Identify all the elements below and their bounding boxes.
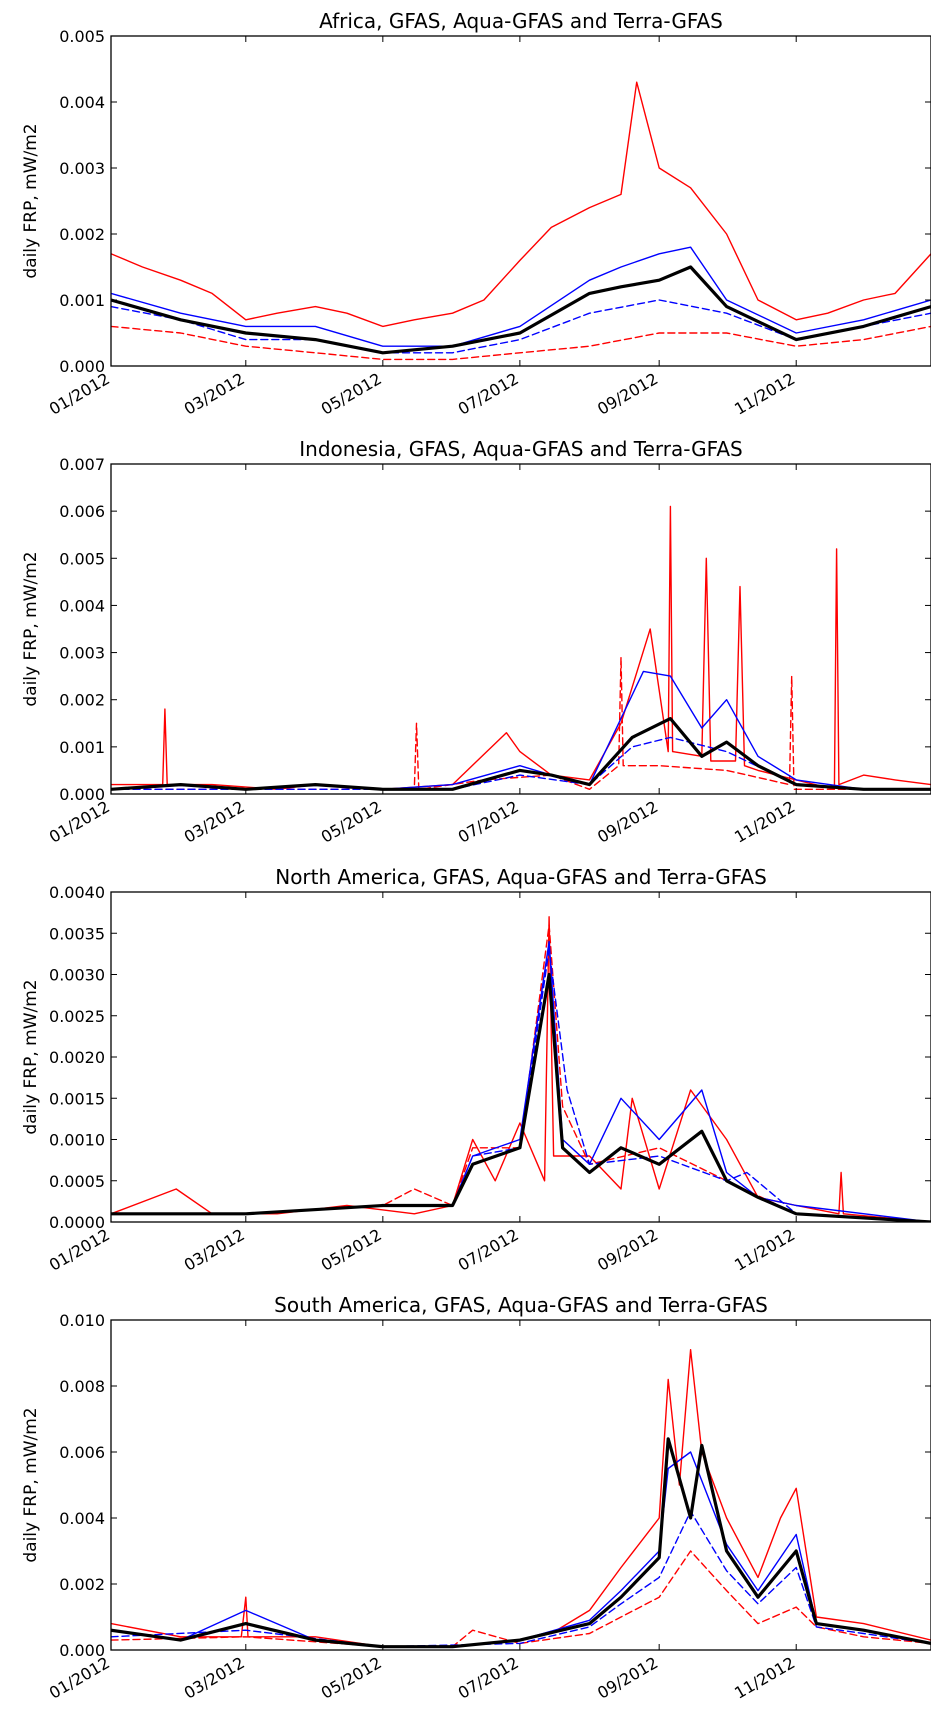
series-line-1 xyxy=(111,916,931,1222)
series-line-5 xyxy=(111,716,931,791)
y-tick-label: 0.007 xyxy=(59,455,105,474)
chart-title: Africa, GFAS, Aqua-GFAS and Terra-GFAS xyxy=(319,9,723,33)
y-axis-label: daily FRP, mW/m2 xyxy=(21,123,41,278)
x-tick-label: 09/2012 xyxy=(594,369,661,419)
x-tick-label: 01/2012 xyxy=(46,797,113,847)
series-line-4 xyxy=(111,949,931,1222)
x-tick-label: 05/2012 xyxy=(318,797,385,847)
y-tick-label: 0.004 xyxy=(59,93,105,112)
series-line-5 xyxy=(111,972,931,1222)
series-line-1 xyxy=(111,81,931,328)
series-line-2 xyxy=(111,325,931,361)
series-group xyxy=(111,505,931,791)
series-line-2 xyxy=(111,656,931,790)
y-tick-label: 0.0000 xyxy=(49,1213,105,1232)
chart-panel-4: 0.000 0.002 0.004 0.006 0.008 0.010 01/2012 03/… xyxy=(21,1293,931,1703)
y-tick-label: 0.002 xyxy=(59,1575,105,1594)
chart-panel-1: 0.000 0.001 0.002 0.003 0.004 0.005 01/2012 03/… xyxy=(21,9,931,419)
y-tick-label: 0.004 xyxy=(59,1509,105,1528)
x-tick-label: 07/2012 xyxy=(455,369,522,419)
y-tick-label: 0.005 xyxy=(59,549,105,568)
series-line-3 xyxy=(111,940,931,1222)
axes-frame xyxy=(110,1319,931,1651)
x-tick-label: 09/2012 xyxy=(594,1225,661,1275)
axes-frame xyxy=(110,35,931,367)
x-tick-label: 01/2012 xyxy=(46,1225,113,1275)
x-tick-label: 07/2012 xyxy=(455,1653,522,1703)
y-tick-label: 0.001 xyxy=(59,738,105,757)
x-tick-label: 05/2012 xyxy=(318,1653,385,1703)
chart-panel-2: 0.000 0.001 0.002 0.003 0.004 0.005 0.006 0.007… xyxy=(21,437,931,847)
y-tick-label: 0.006 xyxy=(59,502,105,521)
y-tick-label: 0.0030 xyxy=(49,966,105,985)
y-tick-label: 0.0035 xyxy=(49,924,105,943)
y-tick-label: 0.010 xyxy=(59,1311,105,1330)
series-group xyxy=(111,81,931,361)
series-line-1 xyxy=(111,505,931,790)
series-line-1 xyxy=(111,1348,931,1648)
series-line-5 xyxy=(111,1437,931,1649)
x-tick-label: 03/2012 xyxy=(181,369,248,419)
y-tick-label: 0.002 xyxy=(59,225,105,244)
y-tick-label: 0.003 xyxy=(59,644,105,663)
series-line-2 xyxy=(111,924,931,1222)
x-tick-label: 09/2012 xyxy=(594,1653,661,1703)
series-line-3 xyxy=(111,1451,931,1648)
x-tick-label: 01/2012 xyxy=(46,1653,113,1703)
y-axis-label: daily FRP, mW/m2 xyxy=(21,1407,41,1562)
chart-title: North America, GFAS, Aqua-GFAS and Terra… xyxy=(275,865,767,889)
x-tick-label: 03/2012 xyxy=(181,797,248,847)
y-tick-label: 0.000 xyxy=(59,1641,105,1660)
y-tick-label: 0.0010 xyxy=(49,1131,105,1150)
series-group xyxy=(111,1348,931,1649)
axes-frame xyxy=(110,891,931,1223)
x-tick-label: 05/2012 xyxy=(318,369,385,419)
series-line-3 xyxy=(111,246,931,347)
x-tick-label: 09/2012 xyxy=(594,797,661,847)
y-tick-label: 0.0020 xyxy=(49,1048,105,1067)
y-tick-label: 0.0015 xyxy=(49,1089,105,1108)
series-line-5 xyxy=(111,265,931,355)
y-tick-label: 0.0025 xyxy=(49,1007,105,1026)
y-axis-label: daily FRP, mW/m2 xyxy=(21,551,41,706)
chart-panel-3: 0.0000 0.0005 0.0010 0.0015 0.0020 0.0025 0.00… xyxy=(21,865,931,1275)
x-tick-label: 11/2012 xyxy=(731,1653,798,1703)
x-tick-label: 07/2012 xyxy=(455,1225,522,1275)
y-tick-label: 0.000 xyxy=(59,357,105,376)
x-tick-label: 01/2012 xyxy=(46,369,113,419)
y-tick-label: 0.0005 xyxy=(49,1172,105,1191)
x-tick-label: 03/2012 xyxy=(181,1225,248,1275)
y-tick-label: 0.005 xyxy=(59,27,105,46)
x-tick-label: 11/2012 xyxy=(731,1225,798,1275)
chart-title: Indonesia, GFAS, Aqua-GFAS and Terra-GFA… xyxy=(299,437,742,461)
series-line-2 xyxy=(111,1550,931,1648)
x-tick-label: 07/2012 xyxy=(455,797,522,847)
x-tick-label: 11/2012 xyxy=(731,369,798,419)
x-tick-label: 05/2012 xyxy=(318,1225,385,1275)
x-tick-label: 03/2012 xyxy=(181,1653,248,1703)
y-tick-label: 0.002 xyxy=(59,691,105,710)
y-tick-label: 0.001 xyxy=(59,291,105,310)
axes-frame xyxy=(110,463,931,795)
y-tick-label: 0.003 xyxy=(59,159,105,178)
chart-title: South America, GFAS, Aqua-GFAS and Terra… xyxy=(274,1293,768,1317)
x-tick-label: 11/2012 xyxy=(731,797,798,847)
y-axis-label: daily FRP, mW/m2 xyxy=(21,979,41,1134)
series-group xyxy=(111,916,931,1222)
y-tick-label: 0.004 xyxy=(59,596,105,615)
y-tick-label: 0.000 xyxy=(59,785,105,804)
y-tick-label: 0.008 xyxy=(59,1377,105,1396)
y-tick-label: 0.006 xyxy=(59,1443,105,1462)
y-tick-label: 0.0040 xyxy=(49,883,105,902)
